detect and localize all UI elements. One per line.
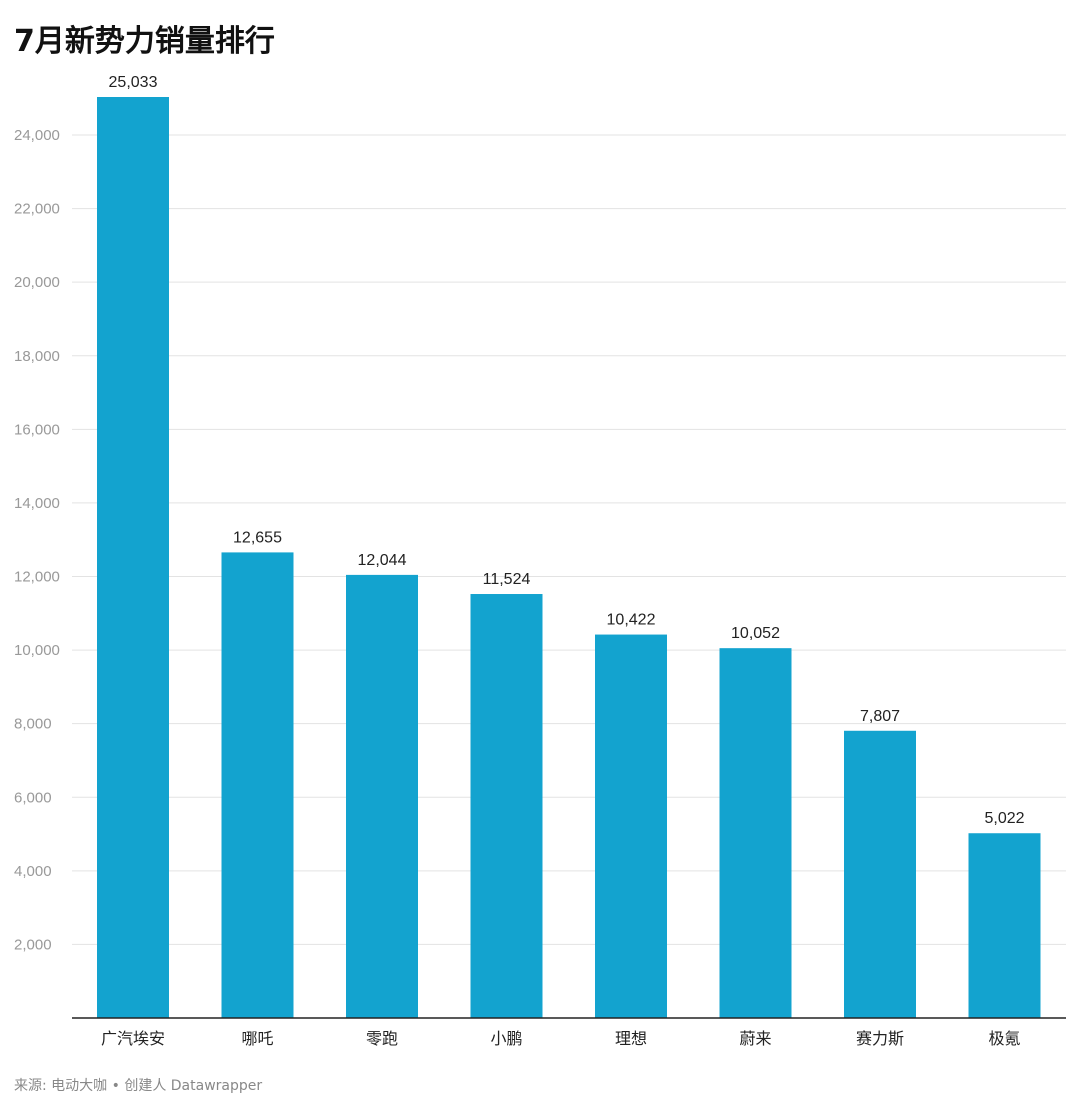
- bar: [346, 574, 418, 1018]
- y-tick-label: 20,000: [14, 274, 60, 291]
- y-tick-label: 4,000: [14, 863, 52, 880]
- bar: [595, 634, 667, 1018]
- y-tick-label: 14,000: [14, 495, 60, 512]
- bar: [968, 833, 1041, 1018]
- y-tick-label: 8,000: [14, 716, 52, 733]
- y-tick-label: 6,000: [14, 789, 52, 806]
- y-tick-label: 2,000: [14, 936, 52, 953]
- x-tick-label: 赛力斯: [856, 1029, 904, 1048]
- x-axis-tick-labels: 广汽埃安 哪吒 零跑 小鹏 理想 蔚来 赛力斯 极氪: [101, 1029, 1021, 1048]
- data-label: 11,524: [483, 571, 531, 588]
- bar: [844, 730, 916, 1018]
- chart-title: 7月新势力销量排行: [14, 24, 275, 59]
- y-tick-label: 12,000: [14, 569, 60, 586]
- bars: [97, 97, 1041, 1018]
- y-tick-label: 22,000: [14, 201, 60, 218]
- data-label: 5,022: [984, 810, 1024, 827]
- bar: [221, 552, 294, 1018]
- y-tick-label: 16,000: [14, 421, 60, 438]
- bar: [719, 648, 792, 1018]
- grid-lines: [72, 134, 1066, 945]
- data-label: 12,655: [233, 529, 282, 546]
- data-label: 7,807: [860, 708, 900, 725]
- data-label: 10,422: [607, 612, 656, 629]
- bar: [97, 97, 169, 1018]
- x-tick-label: 小鹏: [490, 1029, 522, 1048]
- source-footer: 来源: 电动大咖 • 创建人 Datawrapper: [14, 1078, 263, 1094]
- bar: [470, 594, 543, 1018]
- y-tick-label: 10,000: [14, 642, 60, 659]
- data-labels: 25,033 12,655 12,044 11,524 10,422 10,052 7,80…: [109, 74, 1025, 827]
- x-tick-label: 蔚来: [739, 1029, 771, 1048]
- data-label: 25,033: [109, 74, 158, 91]
- x-tick-label: 零跑: [366, 1029, 398, 1048]
- data-label: 12,044: [358, 552, 407, 569]
- y-tick-label: 18,000: [14, 348, 60, 365]
- x-tick-label: 极氪: [988, 1029, 1020, 1048]
- x-tick-label: 理想: [615, 1029, 647, 1048]
- data-label: 10,052: [731, 625, 780, 642]
- y-tick-label: 24,000: [14, 127, 60, 144]
- x-tick-label: 广汽埃安: [101, 1029, 165, 1048]
- y-axis-tick-labels: 2,000 4,000 6,000 8,000 10,000 12,000 14,000 16…: [14, 127, 60, 953]
- x-tick-label: 哪吒: [241, 1029, 273, 1048]
